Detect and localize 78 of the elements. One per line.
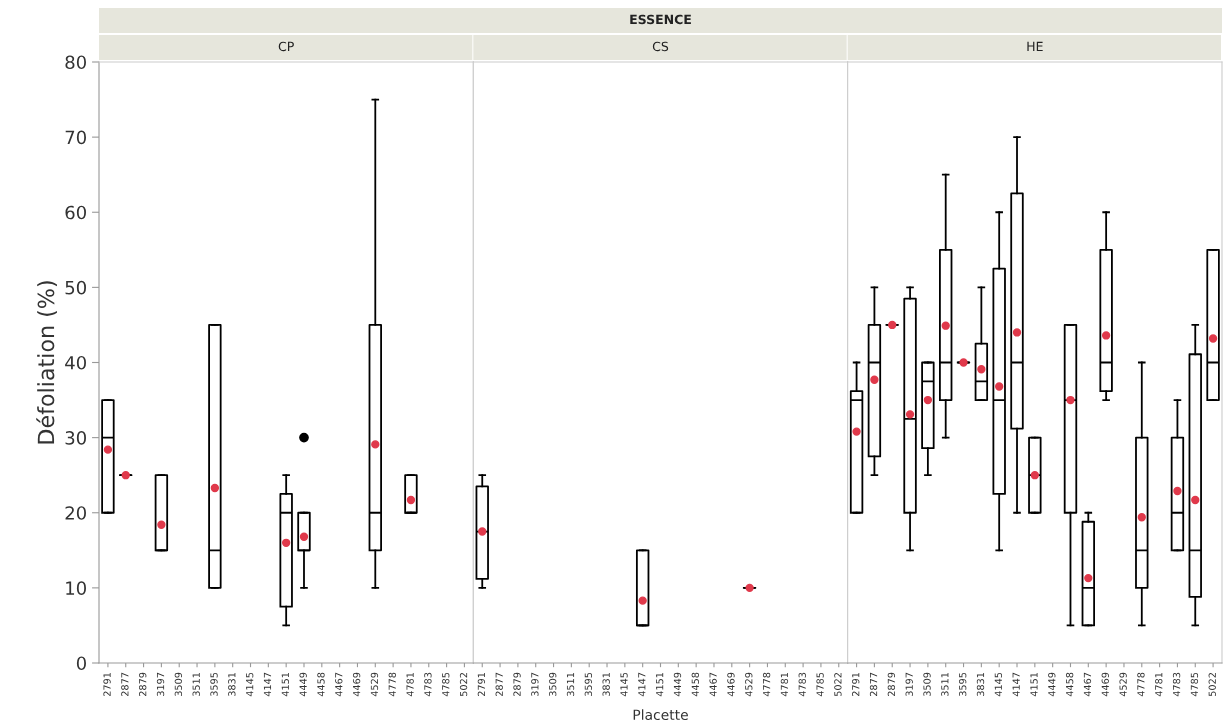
x-tick-label: 3595 (210, 672, 218, 697)
y-tick-label: 40 (65, 355, 86, 370)
x-tick-label: 2791 (477, 672, 486, 697)
x-tick-label: 2879 (513, 672, 521, 697)
x-tick-label: 2879 (887, 672, 896, 697)
x-tick-label: 4781 (406, 672, 414, 697)
x-tick-label: 2879 (139, 672, 147, 697)
x-tick-label: 4529 (745, 672, 753, 697)
x-tick-label: 4785 (816, 672, 824, 697)
x-tick-label: 4467 (709, 672, 717, 697)
x-tick-label: 4783 (798, 672, 806, 697)
chart-title: HE (1027, 41, 1043, 51)
x-tick-label: 4458 (691, 672, 699, 697)
text: ESSENCE (630, 14, 691, 25)
y-tick-label: 20 (65, 506, 86, 520)
x-tick-label: 3509 (174, 672, 183, 697)
x-tick-label: 4467 (335, 672, 343, 697)
x-tick-label: 4778 (388, 672, 396, 697)
x-tick-label: 3831 (976, 672, 985, 697)
x-tick-label: 4145 (620, 672, 628, 697)
x-tick-label: 4151 (281, 672, 289, 697)
x-tick-label: 3511 (192, 672, 200, 697)
x-tick-label: 3509 (549, 672, 557, 697)
x-tick-label: 4147 (638, 672, 646, 697)
x-tick-label: 4458 (317, 672, 325, 697)
y-tick-label: 0 (76, 656, 86, 671)
x-tick-label: 5022 (459, 673, 468, 697)
x-tick-label: 4778 (762, 672, 771, 697)
x-tick-label: 4783 (1172, 672, 1181, 697)
x-tick-label: 3511 (941, 672, 949, 697)
x-tick-label: 5022 (1208, 673, 1216, 697)
x-tick-label: 5022 (834, 673, 842, 697)
y-tick-label: 60 (65, 205, 86, 220)
x-tick-label: 2791 (852, 672, 860, 697)
x-tick-label: 3197 (156, 672, 165, 697)
x-tick-label: 4469 (727, 672, 735, 697)
x-tick-label: 2791 (103, 672, 111, 697)
x-tick-label: 4151 (656, 672, 664, 697)
chart-title: CP (278, 41, 294, 52)
x-tick-label: 4467 (1083, 672, 1092, 697)
x-tick-label: 4785 (442, 672, 450, 697)
x-tick-label: 4469 (1101, 672, 1109, 697)
x-tick-label: 4781 (780, 672, 789, 697)
chart-title: CS (652, 41, 669, 52)
y-tick-label: 80 (65, 55, 86, 70)
x-tick-label: 4145 (246, 672, 254, 697)
x-tick-label: 4147 (263, 672, 272, 697)
x-tick-label: 4781 (1155, 672, 1163, 697)
x-tick-label: 3595 (959, 672, 967, 697)
x-tick-label: 3197 (531, 672, 539, 697)
x-tick-label: 2877 (495, 672, 503, 697)
x-tick-label: 3831 (228, 672, 236, 697)
x-tick-label: 4778 (1137, 672, 1145, 697)
y-axis-title: Défoliation (%) (36, 281, 57, 444)
x-tick-label: 3831 (602, 672, 610, 697)
x-tick-label: 4529 (1119, 672, 1127, 697)
x-tick-label: 4151 (1030, 672, 1038, 697)
x-tick-label: 3197 (905, 672, 913, 697)
y-tick-label: 30 (65, 431, 86, 445)
x-tick-label: 3511 (566, 672, 575, 697)
x-tick-label: 4458 (1065, 672, 1074, 697)
x-tick-label: 3509 (923, 672, 931, 697)
x-tick-label: 2877 (121, 672, 129, 697)
y-tick-label: 70 (65, 130, 86, 145)
y-tick-label: 10 (66, 581, 86, 595)
y-tick-label: 50 (65, 280, 86, 295)
x-tick-label: 4449 (673, 672, 682, 697)
x-tick-label: 4145 (994, 672, 1002, 697)
x-tick-label: 4785 (1190, 672, 1199, 697)
x-tick-label: 3595 (584, 672, 593, 697)
x-tick-label: 4783 (424, 672, 432, 697)
x-tick-label: 4147 (1012, 672, 1020, 697)
x-tick-label: 2877 (869, 672, 878, 697)
x-tick-label: 4529 (370, 672, 379, 697)
x-axis-title: Placette (633, 709, 688, 721)
x-tick-label: 4469 (352, 672, 361, 697)
x-tick-label: 4449 (1048, 672, 1056, 697)
x-tick-label: 4449 (299, 672, 307, 697)
